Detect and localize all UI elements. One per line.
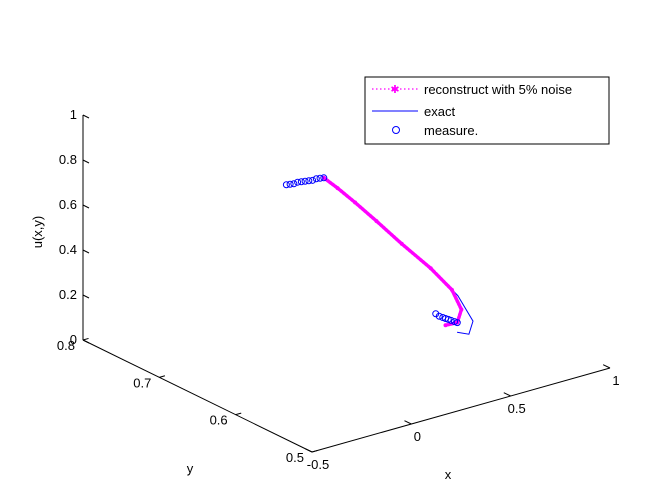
y-axis-label: y: [187, 461, 194, 476]
reconstruct-point: [353, 200, 358, 205]
measure-point: [432, 310, 440, 318]
z-tick-label: 0.6: [59, 197, 77, 212]
reconstruct-point: [428, 266, 433, 271]
measure-point: [312, 175, 320, 183]
measure-point: [435, 312, 443, 320]
legend-label-measure: measure.: [424, 123, 478, 138]
y-tick-mark: [235, 412, 242, 416]
x-axis-label: x: [445, 467, 452, 482]
x-tick-label: 0: [414, 429, 421, 444]
x-tick-mark: [304, 448, 313, 453]
reconstruct-point: [443, 323, 448, 328]
measure-point: [286, 180, 294, 188]
z-tick-mark: [82, 249, 90, 254]
legend-star-marker: ✱: [390, 83, 399, 96]
z-tick-label: 1: [70, 107, 77, 122]
measure-point: [309, 176, 317, 184]
series-exact-line: [323, 177, 474, 335]
measure-point: [320, 174, 328, 182]
reconstruct-point: [335, 186, 340, 191]
legend-label-reconstruct: reconstruct with 5% noise: [424, 82, 572, 97]
x-tick-label: 1: [612, 373, 619, 388]
measure-point: [282, 181, 290, 189]
z-tick-label: 0.8: [59, 152, 77, 167]
y-tick-label: 0.7: [133, 375, 151, 390]
axes-group: -0.500.510.50.60.70.800.20.40.60.81: [57, 107, 620, 472]
x-tick-mark: [503, 392, 511, 397]
x-axis-line: [311, 367, 611, 453]
measure-point: [447, 316, 455, 324]
legend: ✱ reconstruct with 5% noise exact measur…: [364, 76, 610, 145]
y-tick-mark: [82, 337, 89, 341]
x-tick-label: -0.5: [307, 457, 329, 472]
series-reconstruct-line: [322, 176, 464, 327]
z-tick-mark: [82, 294, 90, 299]
measure-point: [290, 180, 298, 188]
legend-circle-marker: [392, 126, 400, 134]
y-tick-label: 0.8: [57, 338, 75, 353]
measure-point: [297, 178, 305, 186]
measure-point: [316, 174, 324, 182]
x-tick-label: 0.5: [508, 401, 526, 416]
reconstruct-point: [449, 287, 454, 292]
z-tick-label: 0: [70, 332, 77, 347]
x-tick-mark: [602, 364, 611, 369]
legend-item-measure: measure.: [392, 123, 478, 138]
y-tick-label: 0.5: [286, 450, 304, 465]
reconstruct-point: [459, 307, 464, 312]
y-axis-line: [82, 339, 313, 453]
legend-item-exact: exact: [372, 104, 455, 119]
z-tick-label: 0.4: [59, 242, 77, 257]
z-tick-mark: [82, 159, 90, 164]
legend-item-reconstruct: ✱ reconstruct with 5% noise: [372, 82, 572, 97]
z-tick-mark: [82, 339, 90, 344]
z-tick-label: 0.2: [59, 287, 77, 302]
measure-point: [301, 177, 309, 185]
measure-point: [453, 319, 461, 327]
legend-label-exact: exact: [424, 104, 455, 119]
z-tick-mark: [82, 204, 90, 209]
plot-area: [282, 174, 474, 335]
z-axis-label: u(x,y): [30, 216, 45, 249]
reconstruct-point: [374, 219, 379, 224]
reconstruct-point: [399, 241, 404, 246]
y-tick-label: 0.6: [210, 413, 228, 428]
x-tick-mark: [404, 420, 412, 425]
z-tick-mark: [82, 114, 90, 119]
y-tick-mark: [159, 375, 166, 378]
measure-point: [305, 177, 313, 185]
measure-point: [294, 178, 302, 186]
y-tick-mark: [311, 449, 318, 453]
